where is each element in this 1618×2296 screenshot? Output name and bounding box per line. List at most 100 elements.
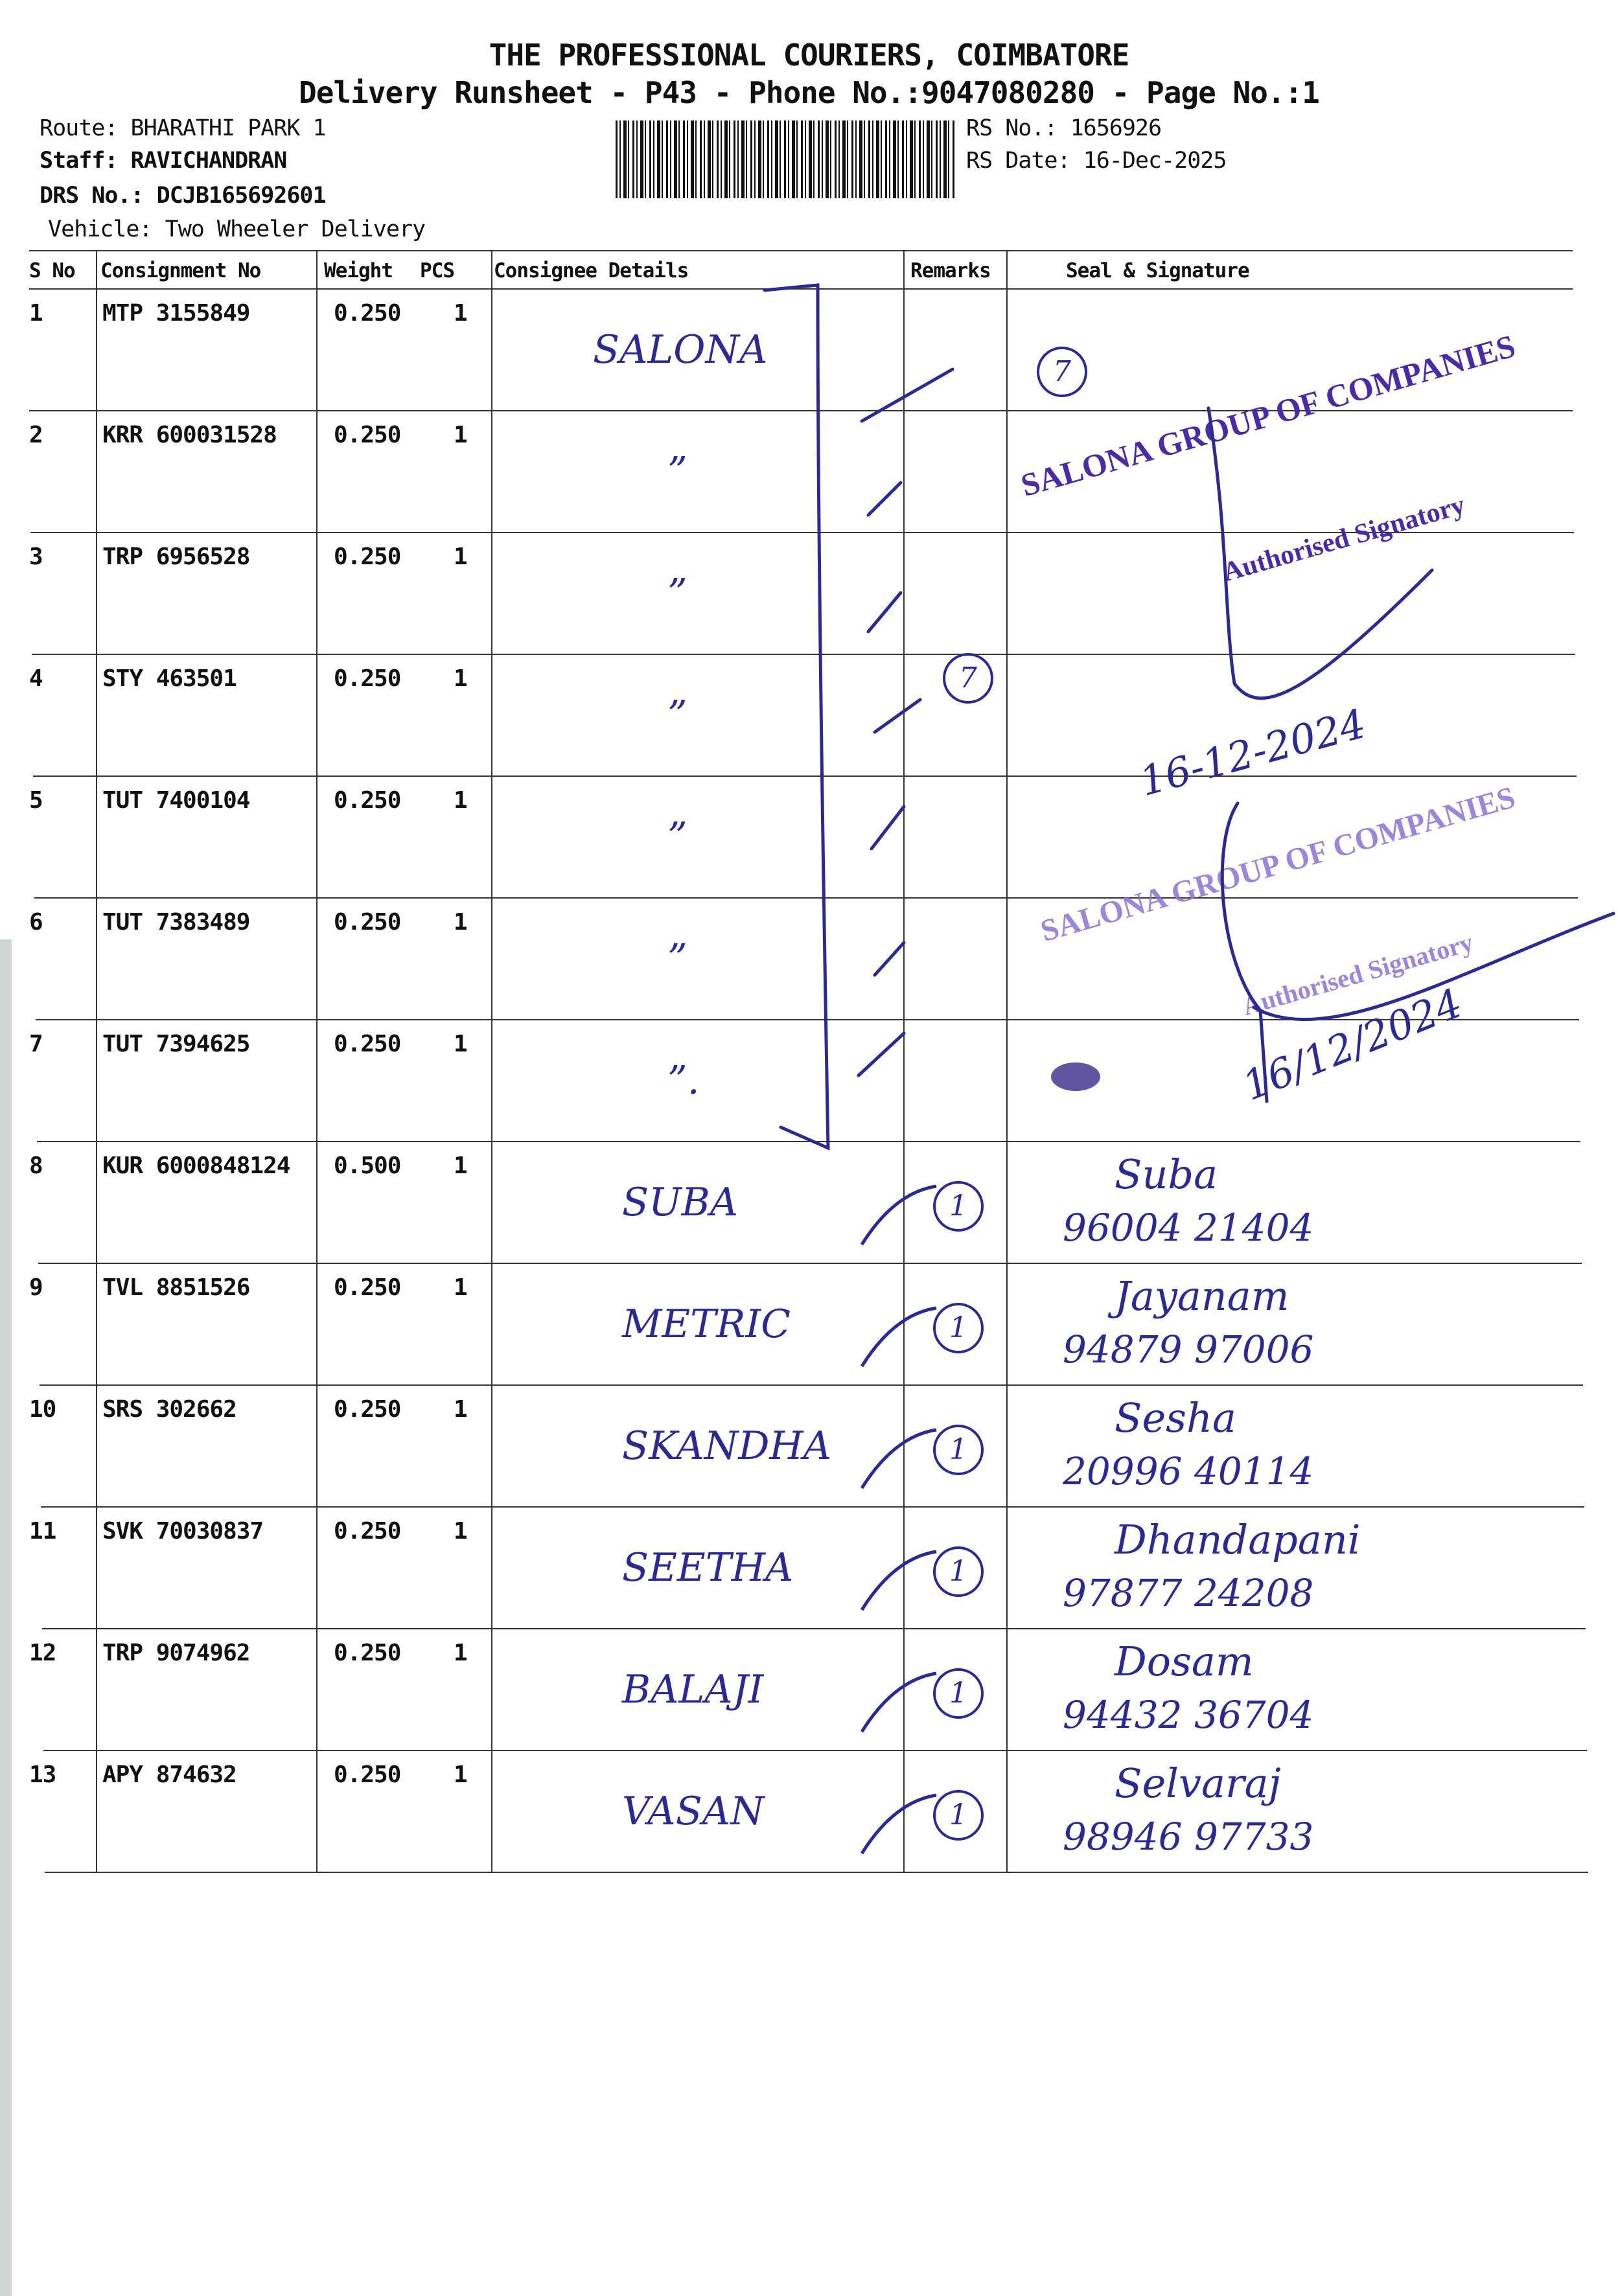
pcs: 1 (454, 1640, 468, 1666)
consignment-no: TRP 6956528 (102, 544, 250, 570)
consignee-handwritten: METRIC (622, 1302, 791, 1347)
consignee-handwritten: SKANDHA (622, 1423, 832, 1469)
row-rule (38, 1263, 1582, 1264)
weight: 0.250 (334, 300, 401, 327)
recipient-signature: Selvaraj (1115, 1760, 1281, 1807)
barcode (616, 121, 956, 198)
row-rule (32, 654, 1575, 655)
weight: 0.250 (334, 1031, 401, 1057)
authorised-signatory-stamp: Authorised Signatory (1219, 490, 1468, 588)
circled-remark: 1 (933, 1790, 984, 1841)
row-rule (29, 288, 1573, 290)
weight: 0.250 (334, 422, 401, 448)
sno: 2 (29, 422, 43, 448)
row-rule (40, 1384, 1583, 1386)
recipient-signature: Jayanam (1115, 1272, 1289, 1320)
consignment-no: TUT 7400104 (102, 787, 250, 814)
pcs: 1 (454, 1274, 468, 1301)
sno: 8 (29, 1153, 43, 1179)
tick-mark (873, 698, 922, 734)
pcs: 1 (454, 1396, 468, 1423)
company-stamp: SALONA GROUP OF COMPANIES (1037, 779, 1520, 949)
consignee-handwritten: SEETHA (622, 1545, 794, 1590)
col-consignee: Consignee Details (494, 259, 689, 282)
recipient-phone: 96004 21404 (1063, 1206, 1314, 1250)
tick-mark (860, 1306, 937, 1368)
weight: 0.250 (334, 1762, 401, 1788)
weight: 0.250 (334, 1640, 401, 1666)
staff-label: Staff: RAVICHANDRAN (40, 148, 287, 174)
consignment-no: TUT 7383489 (102, 909, 250, 936)
circled-remark: 1 (933, 1668, 984, 1719)
tick-mark (860, 367, 954, 423)
row-rule (33, 775, 1577, 777)
pcs: 1 (454, 1762, 468, 1788)
route-label: Route: BHARATHI PARK 1 (40, 115, 327, 141)
consignment-no: SRS 302662 (102, 1396, 237, 1423)
sno: 10 (29, 1396, 56, 1423)
circled-mark: 7 (943, 653, 993, 704)
consignee-handwritten: ” (667, 693, 688, 738)
row-rule (37, 1141, 1580, 1142)
tick-mark (866, 481, 903, 517)
consignee-handwritten: SALONA (593, 327, 768, 373)
weight: 0.250 (334, 665, 401, 692)
sno: 7 (29, 1031, 43, 1057)
pcs: 1 (454, 422, 468, 448)
sno: 6 (29, 909, 43, 936)
tick-mark (857, 1031, 906, 1077)
weight: 0.500 (334, 1153, 401, 1179)
consignee-handwritten: ” (667, 449, 688, 494)
circled-remark: 1 (933, 1181, 984, 1232)
recipient-signature: Suba (1115, 1151, 1218, 1198)
consignment-no: APY 874632 (102, 1762, 237, 1788)
consignment-no: KRR 600031528 (102, 422, 277, 448)
consignment-no: TUT 7394625 (102, 1031, 250, 1057)
row-rule (34, 897, 1578, 899)
sno: 9 (29, 1274, 43, 1301)
column-rule (316, 250, 318, 1872)
column-rule (491, 250, 492, 1872)
pcs: 1 (454, 1153, 468, 1179)
consignee-handwritten: ” (667, 936, 688, 982)
company-title: THE PROFESSIONAL COURIERS, COIMBATORE (489, 38, 1130, 73)
recipient-phone: 94432 36704 (1063, 1693, 1314, 1737)
row-rule (41, 1506, 1584, 1508)
circled-remark: 1 (933, 1303, 984, 1353)
weight: 0.250 (334, 1396, 401, 1423)
row-rule (43, 1750, 1587, 1751)
col-pcs: PCS (420, 259, 455, 282)
sno: 12 (29, 1640, 56, 1666)
sno: 4 (29, 665, 43, 692)
consignment-no: TVL 8851526 (102, 1274, 250, 1301)
pcs: 1 (454, 787, 468, 814)
recipient-signature: Dhandapani (1115, 1516, 1361, 1563)
consignment-no: KUR 6000848124 (102, 1153, 290, 1179)
consignee-handwritten: VASAN (622, 1789, 765, 1834)
sno: 11 (29, 1518, 56, 1544)
sno: 1 (29, 300, 43, 327)
pcs: 1 (454, 665, 468, 692)
row-rule (45, 1872, 1588, 1873)
consignee-handwritten: ”. (667, 1058, 700, 1103)
col-seal: Seal & Signature (1066, 259, 1250, 282)
tick-mark (860, 1550, 937, 1611)
weight: 0.250 (334, 544, 401, 570)
consignee-handwritten: SUBA (622, 1180, 739, 1225)
row-rule (42, 1628, 1586, 1629)
tick-mark (860, 1428, 937, 1489)
sno: 13 (29, 1762, 56, 1788)
consignee-handwritten: BALAJI (622, 1667, 764, 1712)
table-top-rule (29, 250, 1573, 251)
runsheet-subtitle: Delivery Runsheet - P43 - Phone No.:9047… (299, 75, 1320, 110)
recipient-phone: 94879 97006 (1063, 1327, 1314, 1372)
tick-mark (873, 941, 906, 977)
recipient-signature: Sesha (1115, 1394, 1236, 1441)
rs-date: RS Date: 16-Dec-2025 (966, 148, 1227, 174)
consignment-no: SVK 70030837 (102, 1518, 264, 1544)
weight: 0.250 (334, 909, 401, 936)
company-stamp: SALONA GROUP OF COMPANIES (1017, 327, 1520, 504)
tick-mark (870, 805, 906, 851)
recipient-phone: 20996 40114 (1063, 1449, 1314, 1493)
